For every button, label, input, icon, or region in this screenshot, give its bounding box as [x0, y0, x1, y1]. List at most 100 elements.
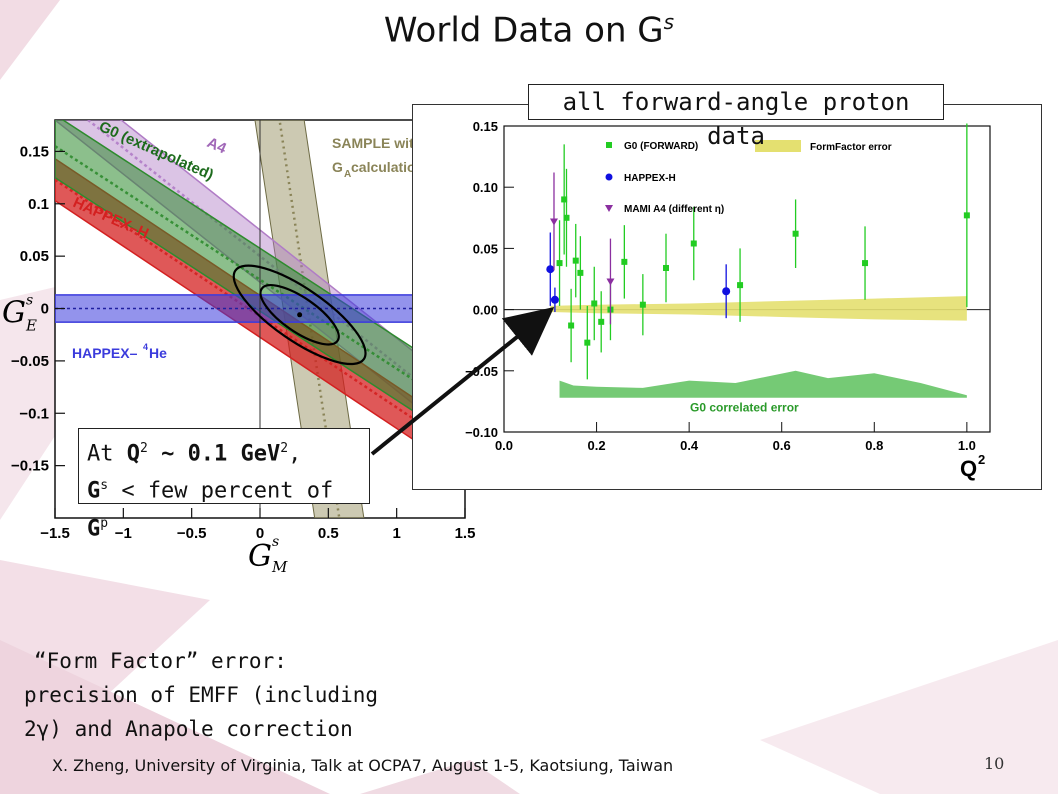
g0-point — [963, 212, 970, 219]
callout-gs-sup: s — [100, 478, 109, 494]
best-fit-point — [297, 312, 303, 318]
g0-point — [862, 260, 869, 267]
x-axis-label-sub: M — [271, 558, 288, 576]
callout-gev-sup: 2 — [280, 441, 289, 456]
y-tick-label: 0.15 — [473, 119, 498, 134]
callout-gp: G — [87, 515, 101, 541]
callout-gs: G — [87, 478, 101, 504]
g0-point — [568, 322, 575, 329]
x-tick-label: 1 — [392, 525, 400, 542]
legend-g0-marker — [606, 142, 612, 148]
g0-point — [556, 260, 563, 267]
x-tick-label: 0.5 — [318, 525, 339, 542]
x-tick-label: −0.5 — [177, 525, 207, 542]
g0-point — [561, 196, 568, 203]
callout-gp-sup: p — [100, 515, 109, 531]
x-tick-label: 0.8 — [865, 438, 883, 453]
legend-happex-label: HAPPEX-H — [624, 173, 676, 184]
formfactor-band — [550, 296, 967, 321]
y-tick-label: −0.10 — [465, 425, 498, 440]
confidence-contour-2 — [259, 284, 340, 346]
mami-point — [549, 218, 558, 226]
callout-energy: ~ 0.1 GeV — [147, 441, 281, 467]
callout-line-2: Gs < few percent of Gp — [87, 470, 361, 545]
g0-point — [563, 214, 570, 221]
g0-point — [621, 258, 628, 265]
callout-box: At Q2 ~ 0.1 GeV2, Gs < few percent of Gp — [78, 428, 370, 541]
gs-vs-q2-chart: G0 correlated error 0.0 0.2 0.4 0.6 0.8 1.0 −0.… — [465, 119, 991, 481]
g0-point — [690, 240, 697, 247]
g0-point — [577, 269, 584, 276]
legend-mami-marker — [605, 205, 613, 212]
g0-point — [598, 318, 605, 325]
y-tick-label: 0 — [41, 301, 49, 318]
y-tick-label: 0.05 — [473, 241, 498, 256]
y-tick-label: −0.05 — [465, 364, 498, 379]
y-tick-label: 0.1 — [28, 196, 49, 213]
gs-parameter-space-chart: −1.5 −1 −0.5 0 0.5 1 1.5 −0.15 −0.1 −0.05 0 0.05 0.1… — [2, 118, 476, 576]
y-tick-label: 0.10 — [473, 180, 498, 195]
title-text: World Data on G — [383, 10, 664, 51]
x-axis-label: Q — [960, 456, 977, 481]
x-tick-label: 0.0 — [495, 438, 513, 453]
g0-point — [737, 282, 744, 289]
a4-label: A4 — [204, 134, 229, 158]
bands-group — [55, 120, 465, 518]
y-tick-label: 0.05 — [20, 248, 49, 265]
legend-formfactor-label: FormFactor error — [810, 142, 892, 153]
title-sup: s — [663, 10, 675, 34]
callout-q-sup: 2 — [140, 441, 148, 456]
y-tick-label: −0.05 — [11, 353, 49, 370]
ff-note-line-2: precision of EMFF (including — [24, 683, 379, 707]
y-tick-label: −0.1 — [19, 405, 49, 422]
callout-text: At — [87, 441, 127, 467]
ff-note-line-3: 2γ) and Anapole correction — [24, 717, 353, 741]
he4-label-1: HAPPEX– — [72, 345, 138, 361]
footer-text: X. Zheng, University of Virginia, Talk a… — [52, 756, 674, 775]
mami-point — [606, 278, 615, 286]
legend-mami-label: MAMI A4 (different η) — [624, 204, 724, 215]
forward-angle-label: all forward-angle proton data — [528, 84, 944, 150]
g0-point — [584, 339, 591, 346]
happex-point — [546, 265, 555, 274]
g0-point — [572, 257, 579, 264]
y-tick-label: 0.00 — [473, 303, 498, 318]
sample-label-g: G — [332, 159, 343, 175]
x-axis-label-sup: s — [272, 534, 279, 550]
y-axis-label-sup: s — [26, 293, 33, 309]
x-tick-label: 0.2 — [588, 438, 606, 453]
g0-correlated-label: G0 correlated error — [690, 401, 799, 415]
callout-comma: , — [288, 441, 302, 467]
sample-label-1: SAMPLE with — [332, 135, 422, 151]
x-axis-label-sup: 2 — [978, 452, 985, 467]
y-axis-label-sub: E — [25, 317, 37, 335]
happex-point — [550, 295, 559, 304]
x-tick-label: 0.6 — [773, 438, 791, 453]
callout-q: Q — [126, 441, 140, 467]
g0-point — [639, 301, 646, 308]
x-tick-label: 0.4 — [680, 438, 699, 453]
x-tick-label: 0 — [256, 525, 264, 542]
x-tick-label: 1.5 — [455, 525, 476, 542]
happex-point — [722, 287, 731, 296]
g0-point — [792, 230, 799, 237]
legend-happex-marker — [605, 173, 613, 181]
legend-g0-label: G0 (FORWARD) — [624, 141, 698, 152]
y-axis-label: G — [2, 296, 26, 331]
g0-point — [591, 300, 598, 307]
sample-label-a: A — [344, 169, 351, 180]
sample-label-2: calculation — [351, 159, 424, 175]
g0-point — [663, 264, 669, 271]
slide-title: World Data on Gs — [0, 10, 1058, 50]
callout-line-1: At Q2 ~ 0.1 GeV2, — [87, 433, 361, 470]
y-tick-label: −0.15 — [11, 458, 49, 475]
x-axis-label: G — [248, 539, 272, 574]
page-number: 10 — [984, 754, 1005, 773]
callout-mid: < few percent of — [108, 478, 334, 504]
y-tick-label: 0.15 — [20, 143, 49, 160]
x-tick-label: −1.5 — [40, 525, 70, 542]
form-factor-note: “Form Factor” error: precision of EMFF (… — [24, 644, 378, 746]
x-tick-label: 1.0 — [958, 438, 976, 453]
g0-correlated-band — [559, 370, 967, 398]
